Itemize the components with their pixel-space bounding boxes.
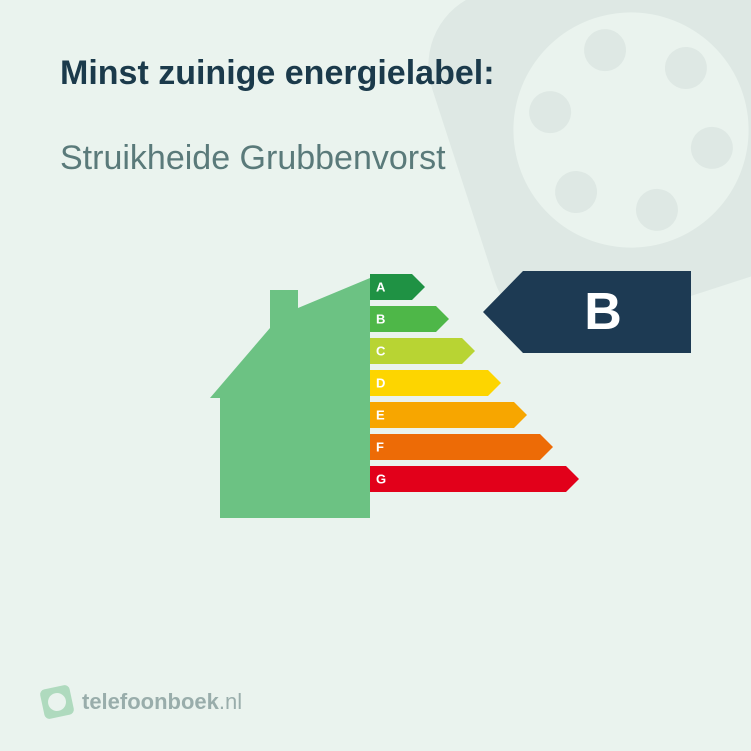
energy-diagram: A B C D E F G B (60, 238, 691, 558)
energy-bar: E (370, 402, 514, 428)
rating-badge: B (483, 271, 691, 353)
energy-bar-tip (540, 434, 553, 460)
energy-bar: C (370, 338, 462, 364)
energy-bar-tip (488, 370, 501, 396)
energy-bar-row: E (370, 402, 579, 428)
footer-brand-bold: telefoonboek (82, 689, 219, 714)
energy-bar-tip (566, 466, 579, 492)
footer: telefoonboek.nl (42, 687, 242, 717)
house-icon (210, 278, 370, 518)
energy-bar-label: C (376, 344, 385, 359)
card-content: Minst zuinige energielabel: Struikheide … (0, 0, 751, 558)
energy-bar-label: F (376, 440, 384, 455)
energy-bar-tip (462, 338, 475, 364)
energy-bar-label: G (376, 472, 386, 487)
energy-bar-label: E (376, 408, 385, 423)
energy-bar-row: F (370, 434, 579, 460)
energy-bar-tip (514, 402, 527, 428)
footer-brand: telefoonboek.nl (82, 689, 242, 715)
energy-bar: G (370, 466, 566, 492)
page-title: Minst zuinige energielabel: (60, 54, 691, 93)
energy-bar: F (370, 434, 540, 460)
badge-letter: B (523, 271, 691, 353)
energy-bar-row: D (370, 370, 579, 396)
footer-brand-ext: .nl (219, 689, 242, 714)
footer-logo-icon (39, 684, 75, 720)
energy-bar-tip (412, 274, 425, 300)
energy-bar-label: D (376, 376, 385, 391)
energy-bar-label: A (376, 280, 385, 295)
energy-bar-row: G (370, 466, 579, 492)
page-subtitle: Struikheide Grubbenvorst (60, 139, 691, 178)
badge-arrow (483, 271, 523, 353)
energy-bar-label: B (376, 312, 385, 327)
energy-bar-tip (436, 306, 449, 332)
energy-bar: A (370, 274, 412, 300)
energy-bar: B (370, 306, 436, 332)
energy-bar: D (370, 370, 488, 396)
